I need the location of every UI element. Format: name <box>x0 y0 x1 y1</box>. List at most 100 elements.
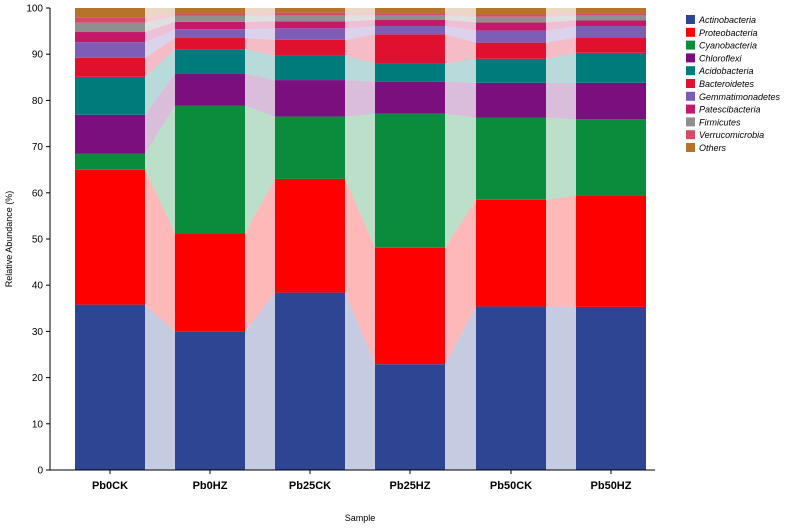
bar-segment-verrucomicrobia-pb0ck <box>75 17 145 23</box>
bar-segment-patescibacteria-pb50hz <box>576 20 646 27</box>
y-tick-label: 90 <box>32 50 44 61</box>
legend-label: Patescibacteria <box>699 105 761 115</box>
connector-band-others <box>445 8 476 15</box>
connector-band-proteobacteria <box>245 178 275 332</box>
connector-band-patescibacteria <box>345 20 375 29</box>
connector-band-others <box>245 8 275 14</box>
bar-segment-verrucomicrobia-pb0hz <box>175 13 245 16</box>
bar-segment-proteobacteria-pb0hz <box>175 233 245 332</box>
connector-band-cyanobacteria <box>245 105 275 234</box>
bar-segment-acidobacteria-pb0ck <box>75 76 145 115</box>
legend-label: Bacteroidetes <box>699 79 755 89</box>
bar-segment-chloroflexi-pb0hz <box>175 73 245 106</box>
bar-segment-patescibacteria-pb25hz <box>375 20 445 27</box>
connector-band-cyanobacteria <box>145 105 175 234</box>
bar-segment-chloroflexi-pb50ck <box>476 82 546 118</box>
bar-segment-bacteroidetes-pb0hz <box>175 38 245 50</box>
connector-band-firmicutes <box>145 15 175 33</box>
connector-band-verrucomicrobia <box>546 13 576 17</box>
connector-band-patescibacteria <box>445 20 476 31</box>
connector-band-verrucomicrobia <box>145 13 175 23</box>
connector-band-actinobacteria <box>546 306 576 470</box>
connector-band-verrucomicrobia <box>245 12 275 16</box>
bar-segment-bacteroidetes-pb0ck <box>75 57 145 77</box>
legend-swatch <box>686 66 695 76</box>
x-tick-label: Pb25CK <box>289 480 331 492</box>
y-tick-label: 10 <box>32 419 44 430</box>
connector-band-bacteroidetes <box>245 38 275 56</box>
bar-segment-gemmatimonadetes-pb50ck <box>476 30 546 43</box>
bar-segment-cyanobacteria-pb25hz <box>375 113 445 248</box>
connector-band-gemmatimonadetes <box>546 26 576 43</box>
bar-segment-proteobacteria-pb50ck <box>476 199 546 307</box>
bar-segment-firmicutes-pb25ck <box>275 15 345 22</box>
y-axis: 0 10 20 30 40 50 60 70 80 90 100 <box>26 4 51 477</box>
y-tick-label: 0 <box>37 466 43 477</box>
legend-label: Gemmatimonadetes <box>699 92 781 102</box>
bar-segment-actinobacteria-pb25hz <box>375 364 445 470</box>
connector-band-patescibacteria <box>245 21 275 30</box>
bar-segment-patescibacteria-pb50ck <box>476 22 546 31</box>
bar-segment-cyanobacteria-pb0ck <box>75 153 145 170</box>
bar-stacks <box>75 8 646 470</box>
bar-segment-chloroflexi-pb50hz <box>576 82 646 120</box>
connector-band-proteobacteria <box>445 199 476 365</box>
connector-band-acidobacteria <box>145 49 175 115</box>
connector-band-proteobacteria <box>546 195 576 307</box>
connector-band-acidobacteria <box>445 58 476 83</box>
connector-band-firmicutes <box>345 15 375 22</box>
connector-band-chloroflexi <box>445 81 476 118</box>
connector-band-actinobacteria <box>245 292 275 470</box>
connector-band-chloroflexi <box>145 73 175 154</box>
bar-segment-acidobacteria-pb50ck <box>476 58 546 83</box>
x-tick-label: Pb50CK <box>490 480 532 492</box>
connector-band-patescibacteria <box>145 21 175 43</box>
connector-band-acidobacteria <box>546 52 576 83</box>
connector-band-firmicutes <box>445 15 476 23</box>
connector-band-bacteroidetes <box>145 38 175 77</box>
bar-segment-firmicutes-pb50ck <box>476 16 546 23</box>
bar-segment-actinobacteria-pb50ck <box>476 306 546 470</box>
bar-segment-others-pb50hz <box>576 8 646 14</box>
connector-band-chloroflexi <box>345 80 375 117</box>
bar-segment-cyanobacteria-pb25ck <box>275 116 345 179</box>
bar-segment-verrucomicrobia-pb25hz <box>375 13 445 16</box>
connector-band-cyanobacteria <box>445 113 476 248</box>
connector-band-verrucomicrobia <box>445 13 476 17</box>
bar-segment-firmicutes-pb25hz <box>375 15 445 21</box>
bar-segment-firmicutes-pb0ck <box>75 22 145 33</box>
y-tick-label: 80 <box>32 96 44 107</box>
bar-segment-firmicutes-pb50hz <box>576 15 646 21</box>
connector-band-proteobacteria <box>145 169 175 332</box>
bar-segment-actinobacteria-pb50hz <box>576 306 646 470</box>
bar-segment-proteobacteria-pb0ck <box>75 169 145 305</box>
bar-segment-others-pb25hz <box>375 8 445 14</box>
bar-segment-bacteroidetes-pb50hz <box>576 37 646 53</box>
bar-segment-bacteroidetes-pb50ck <box>476 42 546 59</box>
y-tick-label: 60 <box>32 188 44 199</box>
bar-segment-chloroflexi-pb25ck <box>275 80 345 117</box>
legend-swatch <box>686 104 695 114</box>
legend-swatch <box>686 143 695 152</box>
bar-segment-others-pb0hz <box>175 8 245 14</box>
connector-band-firmicutes <box>546 15 576 23</box>
connector-band-actinobacteria <box>445 306 476 470</box>
legend-swatch <box>686 53 695 63</box>
bar-segment-actinobacteria-pb0hz <box>175 331 245 470</box>
connector-band-verrucomicrobia <box>345 12 375 16</box>
bar-segment-proteobacteria-pb25ck <box>275 178 345 293</box>
legend-swatch <box>686 40 695 50</box>
bar-segment-acidobacteria-pb25hz <box>375 63 445 82</box>
connector-band-firmicutes <box>245 15 275 22</box>
bar-segment-gemmatimonadetes-pb25ck <box>275 28 345 40</box>
bar-segment-cyanobacteria-pb50ck <box>476 117 546 200</box>
x-tick-label: Pb50HZ <box>591 480 632 492</box>
connector-band-cyanobacteria <box>345 113 375 248</box>
connector-band-actinobacteria <box>145 304 175 470</box>
connector-band-actinobacteria <box>345 292 375 470</box>
y-tick-label: 40 <box>32 281 44 292</box>
legend-swatch <box>686 15 695 24</box>
connector-band-bacteroidetes <box>345 34 375 64</box>
bar-segment-others-pb0ck <box>75 8 145 18</box>
